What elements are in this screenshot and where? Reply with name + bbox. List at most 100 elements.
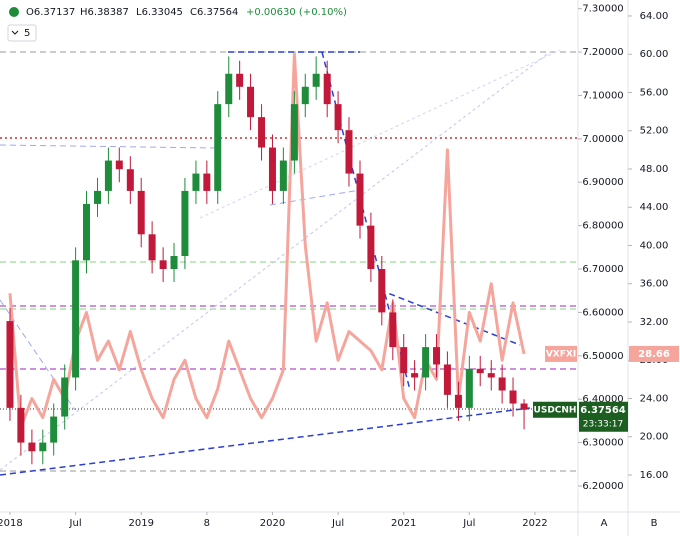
- trend-line: [269, 189, 361, 206]
- candle-body: [247, 86, 255, 118]
- candle-body: [50, 416, 58, 443]
- candle-body: [509, 390, 517, 404]
- y-tick-label: 6.90000: [582, 177, 623, 188]
- trend-line: [199, 49, 561, 219]
- auto-scale[interactable]: A: [601, 518, 608, 529]
- candle-body: [72, 260, 80, 378]
- candle-body: [476, 368, 484, 374]
- candle-body: [82, 203, 90, 261]
- y-tick-label: 6.40000: [582, 394, 623, 405]
- candle-body: [312, 73, 320, 87]
- y-tick-label: 6.80000: [582, 221, 623, 232]
- y-tick-label: 7.30000: [582, 4, 623, 15]
- y-tick-label: 6.70000: [582, 264, 623, 275]
- y-tick-label: 6.50000: [582, 351, 623, 362]
- x-tick-label: 2019: [128, 518, 153, 529]
- x-tick-label: Jul: [462, 518, 475, 529]
- candle-body: [389, 312, 397, 348]
- candle-body: [126, 169, 134, 191]
- candle-body: [137, 190, 145, 235]
- candle-body: [290, 104, 298, 161]
- candle-body: [115, 160, 123, 170]
- candle-body: [433, 347, 441, 365]
- y-tick-label: 6.30000: [582, 438, 623, 449]
- candle-body: [28, 442, 36, 452]
- candle-body: [378, 269, 386, 313]
- series-tag: [545, 345, 577, 362]
- price-tag: [579, 401, 628, 432]
- chevron: [11, 30, 19, 35]
- x-tick-label: 2022: [522, 518, 547, 529]
- indicator-toggle[interactable]: [7, 24, 37, 42]
- candle-body: [334, 104, 342, 131]
- candle-body: [323, 73, 331, 105]
- candle-body: [225, 73, 233, 105]
- candle-body: [422, 347, 430, 378]
- series-value-tag: [629, 345, 679, 362]
- trend-line: [0, 144, 216, 149]
- header: O6.37137 H6.38387 L6.33045 C6.37564 +0.0…: [7, 7, 347, 42]
- candle-body: [411, 373, 419, 378]
- candle-body: [39, 442, 47, 452]
- trend-line: [379, 289, 521, 346]
- symbol-tag: [533, 401, 577, 418]
- candle-body: [520, 403, 528, 410]
- candle-body: [17, 407, 25, 443]
- candle-body: [104, 160, 112, 191]
- y2-tick-label: 60.00: [640, 49, 669, 60]
- y2-tick-label: 20.00: [640, 432, 669, 443]
- candle-body: [159, 260, 167, 270]
- trend-line: [0, 407, 531, 476]
- candle-body: [94, 190, 102, 204]
- candle-body: [454, 394, 462, 408]
- y-tick-label: 7.20000: [582, 47, 623, 58]
- candle-body: [170, 256, 178, 270]
- y2-tick-label: 48.00: [640, 164, 669, 175]
- y2-tick-label: 56.00: [640, 87, 669, 98]
- candle-body: [203, 173, 211, 191]
- candle-body: [181, 190, 189, 256]
- y2-tick-label: 40.00: [640, 240, 669, 251]
- candle-body: [487, 373, 495, 378]
- log-scale[interactable]: B: [651, 518, 658, 529]
- header-high: H6.38387: [80, 7, 129, 18]
- line-series: [8, 52, 526, 429]
- candle-body: [214, 104, 222, 191]
- y2-tick-label: 32.00: [640, 317, 669, 328]
- candle-body: [258, 117, 266, 148]
- x-tick-label: Jul: [331, 518, 344, 529]
- series-value-label: 28.66: [638, 349, 670, 360]
- candle-body: [443, 364, 451, 395]
- x-tick-label: Jul: [69, 518, 82, 529]
- y2-tick-label: 52.00: [640, 126, 669, 137]
- candle-body: [400, 347, 408, 374]
- candle-body: [236, 73, 244, 87]
- candle-body: [465, 368, 473, 408]
- header-low: L6.33045: [136, 7, 183, 18]
- header-open: O6.37137: [26, 7, 75, 18]
- trend-line: [0, 51, 551, 471]
- header-change: +0.00630 (+0.10%): [246, 7, 347, 18]
- symbol-tag-label: USDCNH: [534, 405, 577, 415]
- indicator-count[interactable]: 5: [24, 28, 30, 39]
- x-tick-label: 2021: [391, 518, 416, 529]
- y-tick-label: 6.60000: [582, 307, 623, 318]
- y2-tick-label: 16.00: [640, 470, 669, 481]
- y-tick-label: 6.20000: [582, 481, 623, 492]
- candle-body: [367, 225, 375, 270]
- candle-body: [268, 147, 276, 191]
- y2-tick-label: 24.00: [640, 393, 669, 404]
- candle-body: [6, 321, 14, 408]
- candle-body: [301, 86, 309, 105]
- x-tick-label: 2020: [260, 518, 285, 529]
- candle-body: [148, 234, 156, 261]
- x-tick-label: 2018: [0, 518, 23, 529]
- candle-body: [345, 130, 353, 174]
- candle-body: [192, 173, 200, 191]
- y2-tick-label: 36.00: [640, 279, 669, 290]
- y-tick-label: 7.00000: [582, 134, 623, 145]
- y2-tick-label: 64.00: [640, 11, 669, 22]
- y-tick-label: 7.10000: [582, 90, 623, 101]
